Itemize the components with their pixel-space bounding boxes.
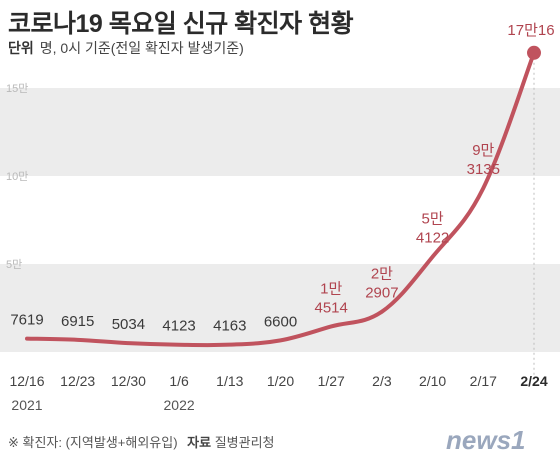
data-label: 5만 4122 xyxy=(416,211,449,247)
x-tick-label: 2/3 xyxy=(372,373,392,389)
news1-logo: news1 xyxy=(446,425,526,455)
data-point-last xyxy=(527,45,541,60)
x-tick-label: 2/10 xyxy=(419,373,446,389)
x-tick-label: 12/23 xyxy=(60,373,95,389)
data-label: 9만 3135 xyxy=(467,142,500,178)
background-band xyxy=(0,176,560,264)
x-year-label: 2022 xyxy=(164,397,195,413)
series-line xyxy=(25,50,536,348)
data-label: 1만 4514 xyxy=(315,280,348,316)
gridline-label: 5만 xyxy=(6,258,22,271)
x-tick-label: 12/30 xyxy=(111,373,146,389)
gridline-labels: 5만 10만 15만 xyxy=(6,82,28,271)
unit-label: 단위 xyxy=(8,40,34,56)
data-labels: 7619 6915 5034 4123 4163 6600 1만 4514 2만 2907 5만 41… xyxy=(10,22,554,335)
data-label: 2만 2907 xyxy=(365,266,398,302)
x-tick-label: 12/16 xyxy=(9,373,44,389)
footnote: ※ 확진자: (지역발생+해외유입) 자료 질병관리청 xyxy=(8,432,275,451)
x-year-label: 2021 xyxy=(11,397,42,413)
chart-title: 코로나19 목요일 신규 확진자 현황 xyxy=(8,10,354,38)
unit-text: 명, 0시 기준(전일 확진자 발생기준) xyxy=(39,40,244,56)
source-label: 자료 xyxy=(187,435,212,450)
x-tick-label: 1/20 xyxy=(267,373,294,389)
x-tick-label: 2/24 xyxy=(520,373,547,389)
footnote-text: ※ 확진자: (지역발생+해외유입) xyxy=(8,435,178,450)
x-tick-label: 1/27 xyxy=(318,373,345,389)
source-text: 질병관리청 xyxy=(214,435,275,450)
data-label: 4123 xyxy=(162,318,195,335)
background-bands xyxy=(0,74,560,352)
data-label: 7619 xyxy=(10,312,43,329)
background-band xyxy=(0,264,560,352)
data-label: 5034 xyxy=(112,316,145,333)
gridline-label: 15만 xyxy=(6,82,28,95)
x-tick-label: 1/13 xyxy=(216,373,243,389)
background-band xyxy=(0,88,560,176)
data-label: 17만16 xyxy=(507,22,554,39)
unit-note: 단위 명, 0시 기준(전일 확진자 발생기준) xyxy=(8,38,244,58)
x-axis-ticks: 12/16 12/23 12/30 1/6 1/13 1/20 1/27 2/3 2/10 2/1… xyxy=(9,373,547,413)
news1-logo-text: news1 xyxy=(446,425,526,455)
background-band xyxy=(0,74,560,88)
data-label: 6915 xyxy=(61,313,94,330)
data-label: 4163 xyxy=(213,318,246,335)
data-label: 6600 xyxy=(264,313,297,330)
gridline-label: 10만 xyxy=(6,170,28,183)
x-tick-label: 1/6 xyxy=(169,373,189,389)
x-tick-label: 2/17 xyxy=(470,373,497,389)
data-points xyxy=(527,45,541,60)
